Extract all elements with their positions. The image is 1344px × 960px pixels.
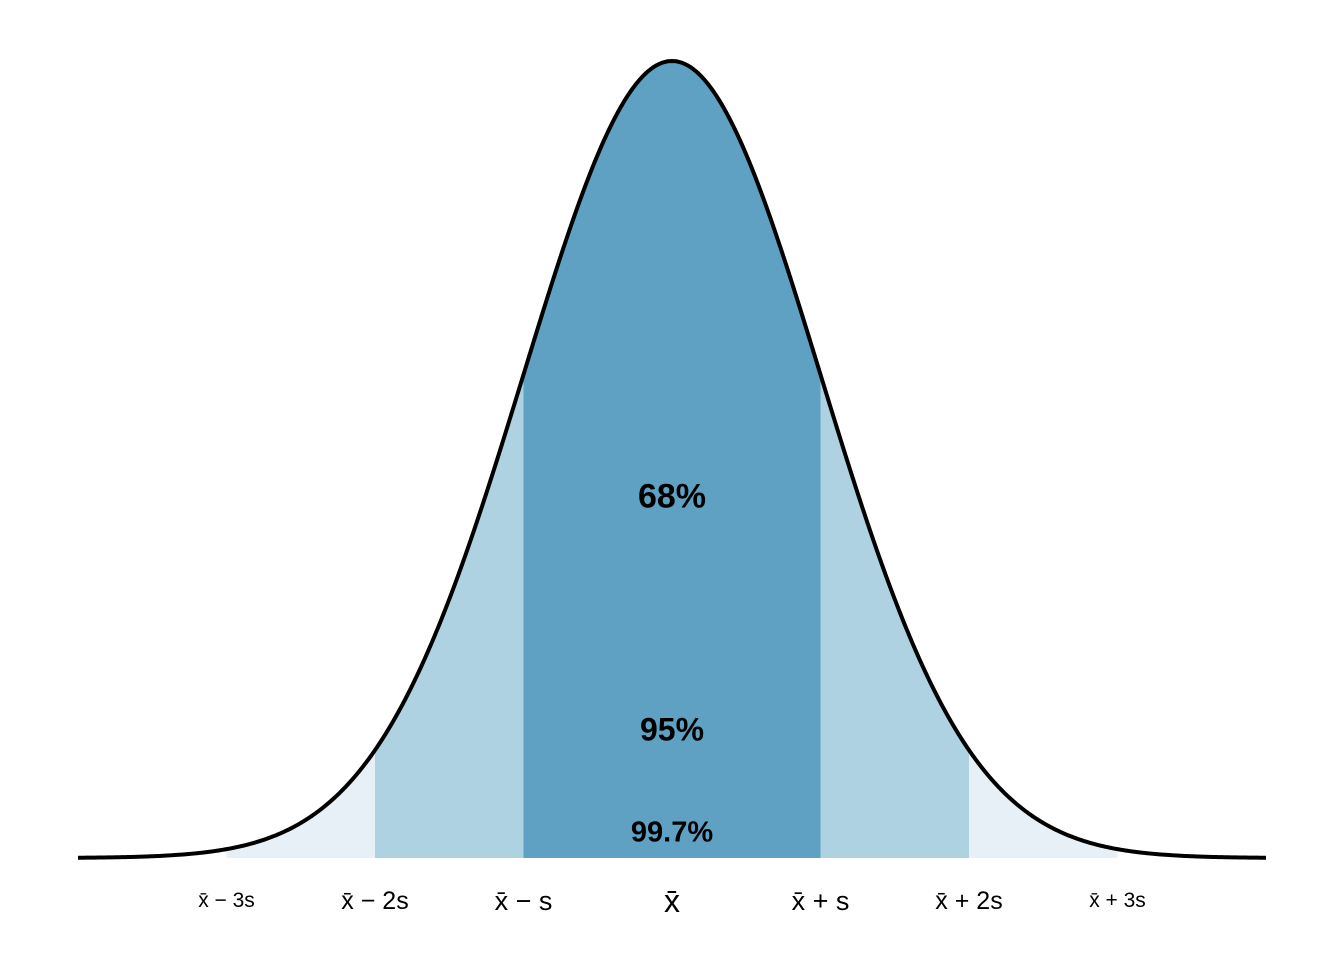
tick-label-minus1: x̄ − s — [495, 886, 553, 916]
label-68pct: 68% — [638, 477, 706, 515]
label-95pct: 95% — [640, 712, 704, 748]
density-curve-layer — [77, 59, 1267, 860]
tick-label-plus2: x̄ + 2s — [935, 887, 1002, 915]
tick-label-plus1: x̄ + s — [792, 886, 850, 916]
label-99-7pct: 99.7% — [631, 817, 713, 849]
percentage-labels: 99.7% 95% 68% — [631, 477, 713, 848]
shaded-regions — [226, 61, 1118, 858]
x-axis-tick-labels: x̄ − 3s x̄ − 2s x̄ − s x̄ x̄ + s x̄ + 2s x̄ + … — [198, 883, 1146, 919]
tick-label-minus2: x̄ − 2s — [341, 887, 408, 915]
tick-label-plus3: x̄ + 3s — [1089, 889, 1146, 912]
density-curve — [77, 59, 1267, 860]
tick-label-mean: x̄ — [664, 883, 680, 919]
tick-label-minus3: x̄ − 3s — [198, 889, 255, 912]
region-68pct — [523, 61, 821, 858]
